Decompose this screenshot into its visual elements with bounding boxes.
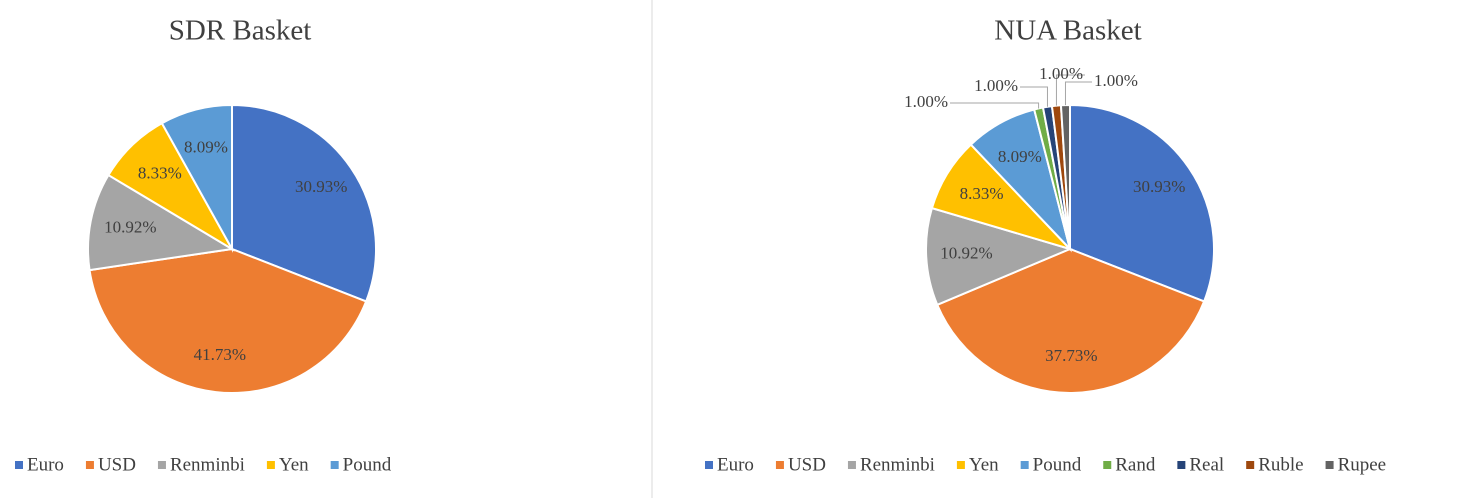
legend-label: USD [98, 454, 136, 475]
data-label: 10.92% [104, 218, 156, 237]
data-label: 8.09% [998, 147, 1042, 166]
pie-slice [925, 206, 1073, 307]
legend-label: Pound [343, 454, 392, 475]
data-label: 41.73% [194, 345, 246, 364]
data-label: 30.93% [295, 177, 347, 196]
legend-label: Rand [1115, 454, 1156, 475]
legend-label: Real [1189, 454, 1224, 475]
data-label: 1.00% [974, 76, 1018, 95]
data-label: 8.09% [184, 138, 228, 157]
pie-slice [88, 247, 368, 394]
leader-line [950, 102, 1040, 109]
legend-label: Renminbi [860, 454, 935, 475]
legend-label: Rupee [1338, 454, 1387, 475]
legend-label: Yen [969, 454, 999, 475]
data-label: 8.33% [960, 184, 1004, 203]
legend-label: Euro [717, 454, 754, 475]
legend-swatch [1020, 461, 1029, 469]
data-label: 30.93% [1133, 177, 1185, 196]
legend-swatch [847, 461, 856, 469]
legend-swatch [1325, 461, 1334, 469]
legend-swatch [15, 461, 23, 469]
data-label: 8.33% [138, 163, 182, 182]
pie-slice [1069, 103, 1215, 303]
data-label: 1.00% [904, 92, 948, 111]
legend-label: Ruble [1258, 454, 1303, 475]
leader-line [1020, 86, 1048, 107]
legend-swatch [1103, 461, 1112, 469]
legend-label: Renminbi [170, 454, 245, 475]
legend-swatch [330, 461, 339, 469]
pie-slice [160, 103, 233, 253]
legend-swatch [775, 461, 784, 469]
pie-slice [87, 173, 235, 272]
chart-title: SDR Basket [169, 15, 312, 47]
legend-swatch [705, 461, 713, 469]
legend-label: Yen [279, 454, 309, 475]
pie-slice [231, 103, 377, 303]
data-label: 1.00% [1094, 71, 1138, 90]
legend-label: Euro [27, 454, 64, 475]
legend-swatch [956, 461, 965, 469]
legend-swatch [1246, 461, 1255, 469]
data-label: 10.92% [940, 244, 992, 263]
leader-line [1055, 74, 1085, 106]
chart-title: NUA Basket [994, 15, 1141, 47]
legend-swatch [85, 461, 94, 469]
leader-line [1064, 81, 1092, 106]
legend-label: USD [788, 454, 826, 475]
data-label: 37.73% [1045, 346, 1097, 365]
legend-swatch [1177, 461, 1186, 469]
pie-slice [935, 247, 1206, 394]
legend-swatch [157, 461, 166, 469]
data-label: 1.00% [1039, 64, 1083, 83]
legend-label: Pound [1033, 454, 1082, 475]
legend-swatch [266, 461, 275, 469]
